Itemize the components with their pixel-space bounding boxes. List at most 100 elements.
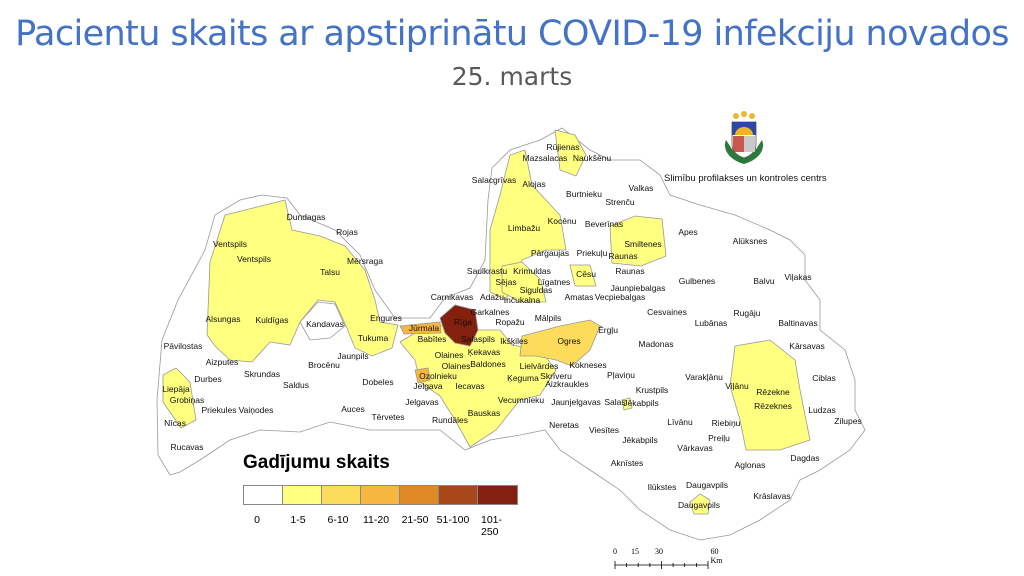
- municipality-label: Brocēnu: [308, 360, 340, 370]
- municipality-label: Līvānu: [667, 417, 693, 427]
- municipality-label: Mērsraga: [347, 256, 383, 266]
- municipality-label: Rundāles: [432, 415, 468, 425]
- municipality-label: Ķekavas: [468, 347, 501, 357]
- municipality-label: Dundagas: [287, 212, 326, 222]
- municipality-label: Saulkrastu: [467, 266, 507, 276]
- municipality-label: Raunas: [615, 266, 644, 276]
- municipality-label: Sējas: [495, 277, 516, 287]
- municipality-label: Ilūkstes: [648, 482, 677, 492]
- municipality-label: Auces: [341, 404, 365, 414]
- municipality-label: Inčukalna: [504, 295, 541, 305]
- region-grobinas: [162, 367, 197, 429]
- municipality-label: Dagdas: [790, 453, 819, 463]
- municipality-label: Cesvaines: [647, 307, 687, 317]
- municipality-label: Viļānu: [725, 381, 749, 391]
- legend-swatch: [322, 486, 361, 504]
- region-daugavpils-city: [689, 493, 711, 515]
- legend-label: 101-250: [481, 514, 503, 538]
- municipality-label: Ciblas: [812, 373, 836, 383]
- municipality-label: Kokneses: [569, 360, 606, 370]
- municipality-label: Jūrmala: [409, 323, 440, 333]
- municipality-label: Ērgļu: [598, 325, 618, 335]
- municipality-label: Baldones: [470, 359, 505, 369]
- municipality-label: Riebiņu: [712, 418, 741, 428]
- municipality-label: Iecavas: [455, 381, 484, 391]
- legend-title: Gadījumu skaits: [243, 452, 390, 473]
- municipality-label: Rēzekne: [756, 387, 790, 397]
- region-ogres: [519, 319, 601, 367]
- municipality-label: Garkalnes: [471, 307, 510, 317]
- municipality-label: Krimuldas: [513, 266, 551, 276]
- municipality-label: Jaunpils: [337, 351, 368, 361]
- municipality-label: Zilupes: [834, 416, 861, 426]
- municipality-label: Aizkraukles: [545, 379, 588, 389]
- municipality-label: Līgatnes: [538, 277, 571, 287]
- region-cesu: [569, 264, 597, 287]
- municipality-label: Durbes: [194, 374, 221, 384]
- legend-swatch: [478, 486, 517, 504]
- municipality-label: Ventspils: [237, 254, 271, 264]
- logo-text: Slimību profilakses un kontroles centrs: [664, 173, 827, 184]
- municipality-label: Carnikavas: [431, 292, 474, 302]
- municipality-label: Grobiņas: [170, 395, 205, 405]
- legend-swatch: [361, 486, 400, 504]
- municipality-label: Vārkavas: [677, 443, 712, 453]
- municipality-label: Priekules: [202, 405, 237, 415]
- municipality-label: Neretas: [549, 420, 579, 430]
- municipality-label: Engures: [370, 313, 402, 323]
- municipality-label: Viļakas: [784, 272, 811, 282]
- scale-tick-label: 30: [655, 547, 663, 556]
- municipality-label: Rūjienas: [546, 142, 579, 152]
- municipality-label: Mālpils: [535, 313, 561, 323]
- municipality-label: Ikšķiles: [500, 336, 528, 346]
- municipality-label: Valkas: [629, 183, 654, 193]
- municipality-label: Ludzas: [808, 405, 835, 415]
- municipality-label: Cēsu: [576, 269, 596, 279]
- municipality-label: Skrundas: [244, 369, 280, 379]
- municipality-label: Smiltenes: [624, 239, 661, 249]
- region-riga: [439, 304, 479, 347]
- region-rujienas: [554, 129, 587, 177]
- region-jekabpils-city: [621, 397, 633, 411]
- municipality-label: Kocēnu: [548, 216, 577, 226]
- scale-tick-label: 15: [631, 547, 639, 556]
- legend-color-bar: [243, 485, 518, 505]
- region-jelgava-ozolnieku: [414, 367, 431, 384]
- municipality-label: Siguldas: [520, 285, 553, 295]
- municipality-label: Apes: [678, 227, 697, 237]
- legend-label: 51-100: [436, 514, 470, 526]
- legend-swatch: [439, 486, 478, 504]
- municipality-label: Priekuļu: [577, 248, 608, 258]
- municipality-label: Baltinavas: [778, 318, 817, 328]
- page-subtitle: 25. marts: [451, 62, 573, 91]
- municipality-label: Vecumnieku: [498, 395, 545, 405]
- municipality-label: Ropažu: [495, 317, 525, 327]
- municipality-label: Tērvetes: [371, 412, 404, 422]
- scale-bar: 0 15 30 60 Km: [610, 547, 730, 573]
- municipality-label: Kandavas: [306, 319, 344, 329]
- municipality-label: Amatas: [565, 292, 594, 302]
- municipality-label: Lielvārdes: [520, 361, 559, 371]
- municipality-label: Viesītes: [589, 425, 619, 435]
- municipality-label: Ventspils: [213, 239, 247, 249]
- municipality-label: Daugavpils: [686, 480, 728, 490]
- municipality-label: Aizputes: [206, 357, 239, 367]
- municipality-label: Ķeguma: [507, 373, 539, 383]
- page-title: Pacientu skaits ar apstiprinātu COVID-19…: [15, 14, 1009, 54]
- municipality-label: Saldus: [283, 380, 309, 390]
- municipality-label: Jaunjelgavas: [551, 397, 601, 407]
- municipality-label: Alojas: [522, 179, 545, 189]
- municipality-label: Strenču: [605, 197, 635, 207]
- scale-bar-line: [614, 561, 709, 569]
- municipality-label: Alsungas: [206, 314, 241, 324]
- municipality-label: Vecpiebalgas: [595, 292, 646, 302]
- municipality-label: Tukuma: [358, 333, 389, 343]
- municipality-label: Burtnieku: [566, 189, 602, 199]
- municipality-label: Rīga: [454, 317, 472, 327]
- region-kandavas: [299, 301, 346, 341]
- municipality-label: Salas: [604, 397, 625, 407]
- municipality-label: Ozolnieku: [419, 371, 457, 381]
- region-rezeknes: [729, 339, 811, 451]
- municipality-label: Jēkabpils: [623, 398, 658, 408]
- municipality-label: Madonas: [639, 339, 674, 349]
